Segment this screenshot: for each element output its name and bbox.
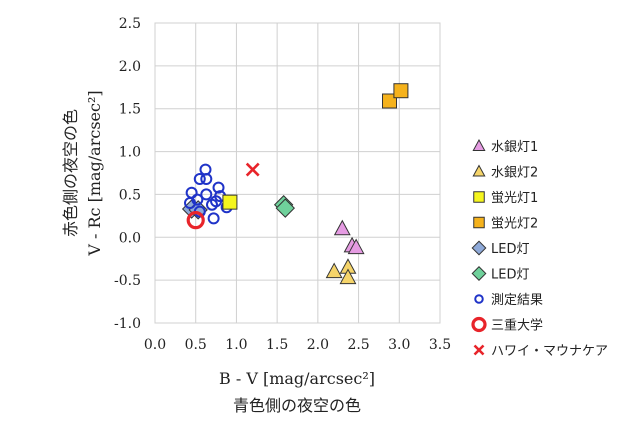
- data-point-circle-open: [200, 188, 213, 201]
- legend-label: LED灯: [491, 242, 529, 257]
- x-tick-label: 2.0: [307, 337, 329, 353]
- y-axis-label: V - Rc [mag/arcsec²]: [85, 90, 104, 256]
- legend-label: 蛍光灯1: [491, 191, 538, 206]
- x-tick-label: 1.5: [266, 337, 288, 353]
- x-tick-label: 2.5: [347, 337, 369, 353]
- y-tick-labels: -1.0 -0.5 0.0 0.5 1.0 1.5 2.0 2.5: [114, 16, 141, 332]
- y-tick-label: 0.0: [119, 230, 141, 246]
- legend-marker: [472, 164, 486, 177]
- legend-marker: [473, 191, 485, 203]
- x-tick-label: 0.5: [185, 337, 207, 353]
- x-tick-label: 0.0: [144, 337, 166, 353]
- data-point-circle-open: [212, 181, 225, 194]
- legend: 水銀灯1 水銀灯2 蛍光灯1 蛍光灯2 LED灯 LED灯測定結果三重大学ハワイ・マウナケ…: [471, 138, 608, 359]
- legend-label: 水銀灯1: [491, 140, 538, 155]
- legend-marker: [471, 316, 487, 333]
- data-point-square: [393, 83, 409, 99]
- data-point-square: [222, 194, 238, 210]
- y-tick-label: -1.0: [114, 316, 141, 332]
- x-tick-label: 3.0: [388, 337, 410, 353]
- data-point-circle-open: [193, 173, 206, 185]
- data-point-diamond: [275, 198, 295, 218]
- legend-marker: [471, 240, 487, 256]
- y-tick-label: 2.5: [119, 16, 141, 32]
- legend-marker: [474, 294, 484, 304]
- x-axis-sublabel: 青色側の夜空の色: [233, 396, 361, 415]
- plot-frame: [154, 22, 441, 324]
- y-tick-label: 2.0: [119, 59, 141, 75]
- x-tick-label: 3.5: [429, 337, 451, 353]
- y-tick-label: 1.5: [119, 102, 141, 118]
- y-tick-label: 0.5: [119, 187, 141, 203]
- x-axis-label: B - V [mag/arcsec²]: [219, 369, 375, 388]
- legend-label: ハワイ・マウナケア: [491, 344, 608, 359]
- legend-marker: [473, 344, 485, 356]
- data-point-x: [245, 162, 260, 177]
- data-point-circle-open: [184, 197, 197, 209]
- legend-label: 三重大学: [491, 318, 543, 334]
- y-tick-label: 1.0: [119, 145, 141, 161]
- data-point-circle-open: [191, 193, 204, 206]
- data-point-circle-open: [200, 173, 213, 185]
- data-point-triangle: [333, 219, 351, 236]
- data-point-triangle: [339, 268, 357, 285]
- legend-marker: [473, 216, 485, 229]
- data-point-triangle: [325, 262, 343, 279]
- legend-label: 水銀灯2: [491, 166, 538, 181]
- legend-label: 蛍光灯2: [491, 217, 538, 232]
- y-tick-label: -0.5: [114, 273, 141, 289]
- data-points: [181, 83, 409, 285]
- data-point-circle-open: [207, 212, 220, 225]
- x-tick-label: 1.0: [225, 337, 247, 353]
- y-axis-sublabel: 赤色側の夜空の色: [61, 109, 80, 237]
- x-tick-labels: 0.0 0.5 1.0 1.5 2.0 2.5 3.0 3.5: [144, 337, 451, 353]
- data-point-square: [382, 93, 398, 109]
- legend-label: LED灯: [491, 268, 529, 283]
- legend-marker: [471, 266, 487, 281]
- grid: [154, 22, 441, 324]
- data-point-triangle: [347, 238, 365, 255]
- legend-label: 測定結果: [491, 293, 543, 308]
- data-point-circle-open-thick: [186, 211, 205, 230]
- legend-marker: [472, 138, 486, 151]
